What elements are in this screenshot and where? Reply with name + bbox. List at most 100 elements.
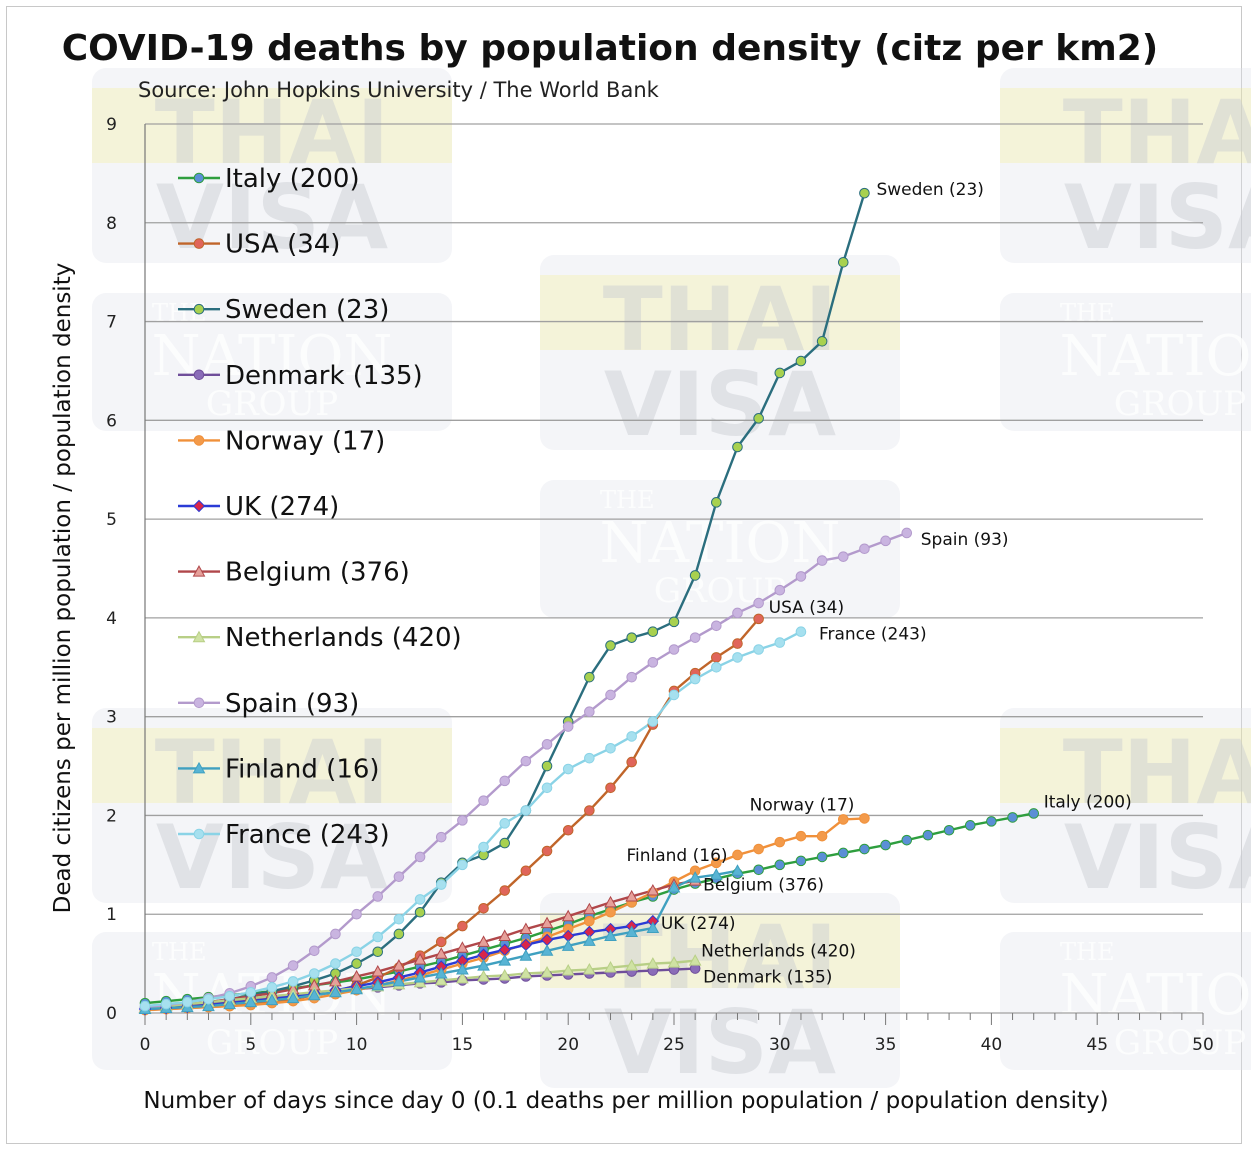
data-point-netherlands [561,963,575,976]
data-point-finland [434,966,448,979]
legend-item-spain: Spain (93) [225,689,359,719]
data-point-italy [774,859,786,871]
data-point-spain [266,972,278,983]
data-point-finland [583,934,596,946]
data-point-italy [795,855,807,867]
end-label-sweden: Sweden (23) [876,180,983,200]
watermark-block [540,255,900,450]
data-point-france [372,931,384,943]
chart-title: COVID-19 deaths by population density (c… [62,28,1159,69]
watermark-block [540,893,900,1088]
y-tick-label: 7 [106,313,117,333]
data-point-usa [478,902,489,914]
watermark-text: NATION [1060,963,1251,1028]
legend-swatch-marker [193,238,205,249]
data-point-finland [646,921,660,934]
data-point-norway [859,813,870,824]
data-point-sweden [499,837,511,849]
legend-swatch-marker [193,369,205,381]
x-tick-label: 25 [663,1035,685,1055]
data-point-france [478,841,489,853]
data-point-france [732,652,743,663]
legend-item-usa: USA (34) [225,230,340,260]
legend-item-france: France (243) [225,820,390,850]
data-point-usa [520,865,532,877]
end-label-finland: Finland (16) [626,846,727,866]
data-point-spain [732,607,743,619]
data-point-france [351,946,362,958]
data-point-italy [986,816,997,827]
data-point-netherlands [456,971,469,984]
watermark-band [1000,728,1251,803]
data-point-belgium [413,953,427,965]
watermark-text: THAI [155,81,390,184]
legend-item-netherlands: Netherlands (420) [225,623,462,653]
end-label-belgium: Belgium (376) [703,876,824,896]
data-point-spain [435,831,447,843]
data-point-sweden [372,946,384,958]
data-point-norway [584,915,595,927]
data-point-sweden [689,570,701,581]
watermark-text: THAI [1063,81,1251,184]
watermark-text: VISA [604,991,836,1094]
watermark-text: THE [600,486,654,514]
data-point-france [330,958,341,969]
data-point-norway [711,857,722,869]
data-point-france [393,913,405,925]
data-point-spain [880,535,891,547]
data-point-usa [435,936,447,948]
data-point-france [414,894,426,905]
data-point-italy [837,847,849,859]
data-point-spain [795,571,807,582]
data-point-spain [816,555,828,566]
watermark-block [92,68,452,263]
y-tick-label: 5 [106,510,117,530]
y-axis-title: Dead citizens per million population / p… [50,263,76,914]
data-point-spain [520,755,532,767]
data-point-spain [351,908,362,920]
data-point-belgium [540,916,554,929]
legend-item-belgium: Belgium (376) [225,558,410,588]
data-point-france [562,763,574,775]
data-point-spain [668,644,680,655]
data-point-usa [499,885,511,896]
data-point-finland [731,864,744,876]
data-point-spain [393,871,405,882]
data-point-italy [1028,808,1040,819]
data-point-spain [626,671,637,683]
data-point-spain [287,960,299,971]
watermark-block [1000,708,1251,903]
x-axis-title: Number of days since day 0 (0.1 deaths p… [143,1088,1108,1114]
data-point-usa [732,638,743,649]
legend-swatch-marker [192,565,206,577]
end-label-spain: Spain (93) [921,530,1009,550]
x-tick-label: 10 [346,1035,368,1055]
data-point-france [287,976,299,987]
data-point-france [584,752,595,764]
data-point-sweden [584,671,595,683]
legend-swatch-marker [193,303,205,315]
data-point-sweden [795,355,807,367]
data-point-spain [562,721,574,732]
watermark-band [1000,88,1251,163]
data-point-spain [774,584,786,596]
end-label-usa: USA (34) [769,598,844,618]
data-point-belgium [583,902,596,915]
data-point-sweden [732,441,743,453]
data-point-spain [457,815,468,826]
data-point-norway [837,814,849,825]
watermark-text: NATION [1060,324,1251,389]
data-point-norway [795,830,807,842]
data-point-norway [605,906,616,918]
legend-item-denmark: Denmark (135) [225,361,423,391]
data-point-sweden [837,256,849,268]
data-point-norway [774,836,786,848]
end-label-norway: Norway (17) [750,795,855,815]
x-tick-label: 35 [875,1035,897,1055]
data-point-spain [711,620,722,632]
end-label-france: France (243) [819,625,927,645]
watermark-band [540,275,900,350]
data-point-finland [519,949,533,961]
end-label-netherlands: Netherlands (420) [701,942,856,962]
data-point-netherlands [646,957,660,969]
